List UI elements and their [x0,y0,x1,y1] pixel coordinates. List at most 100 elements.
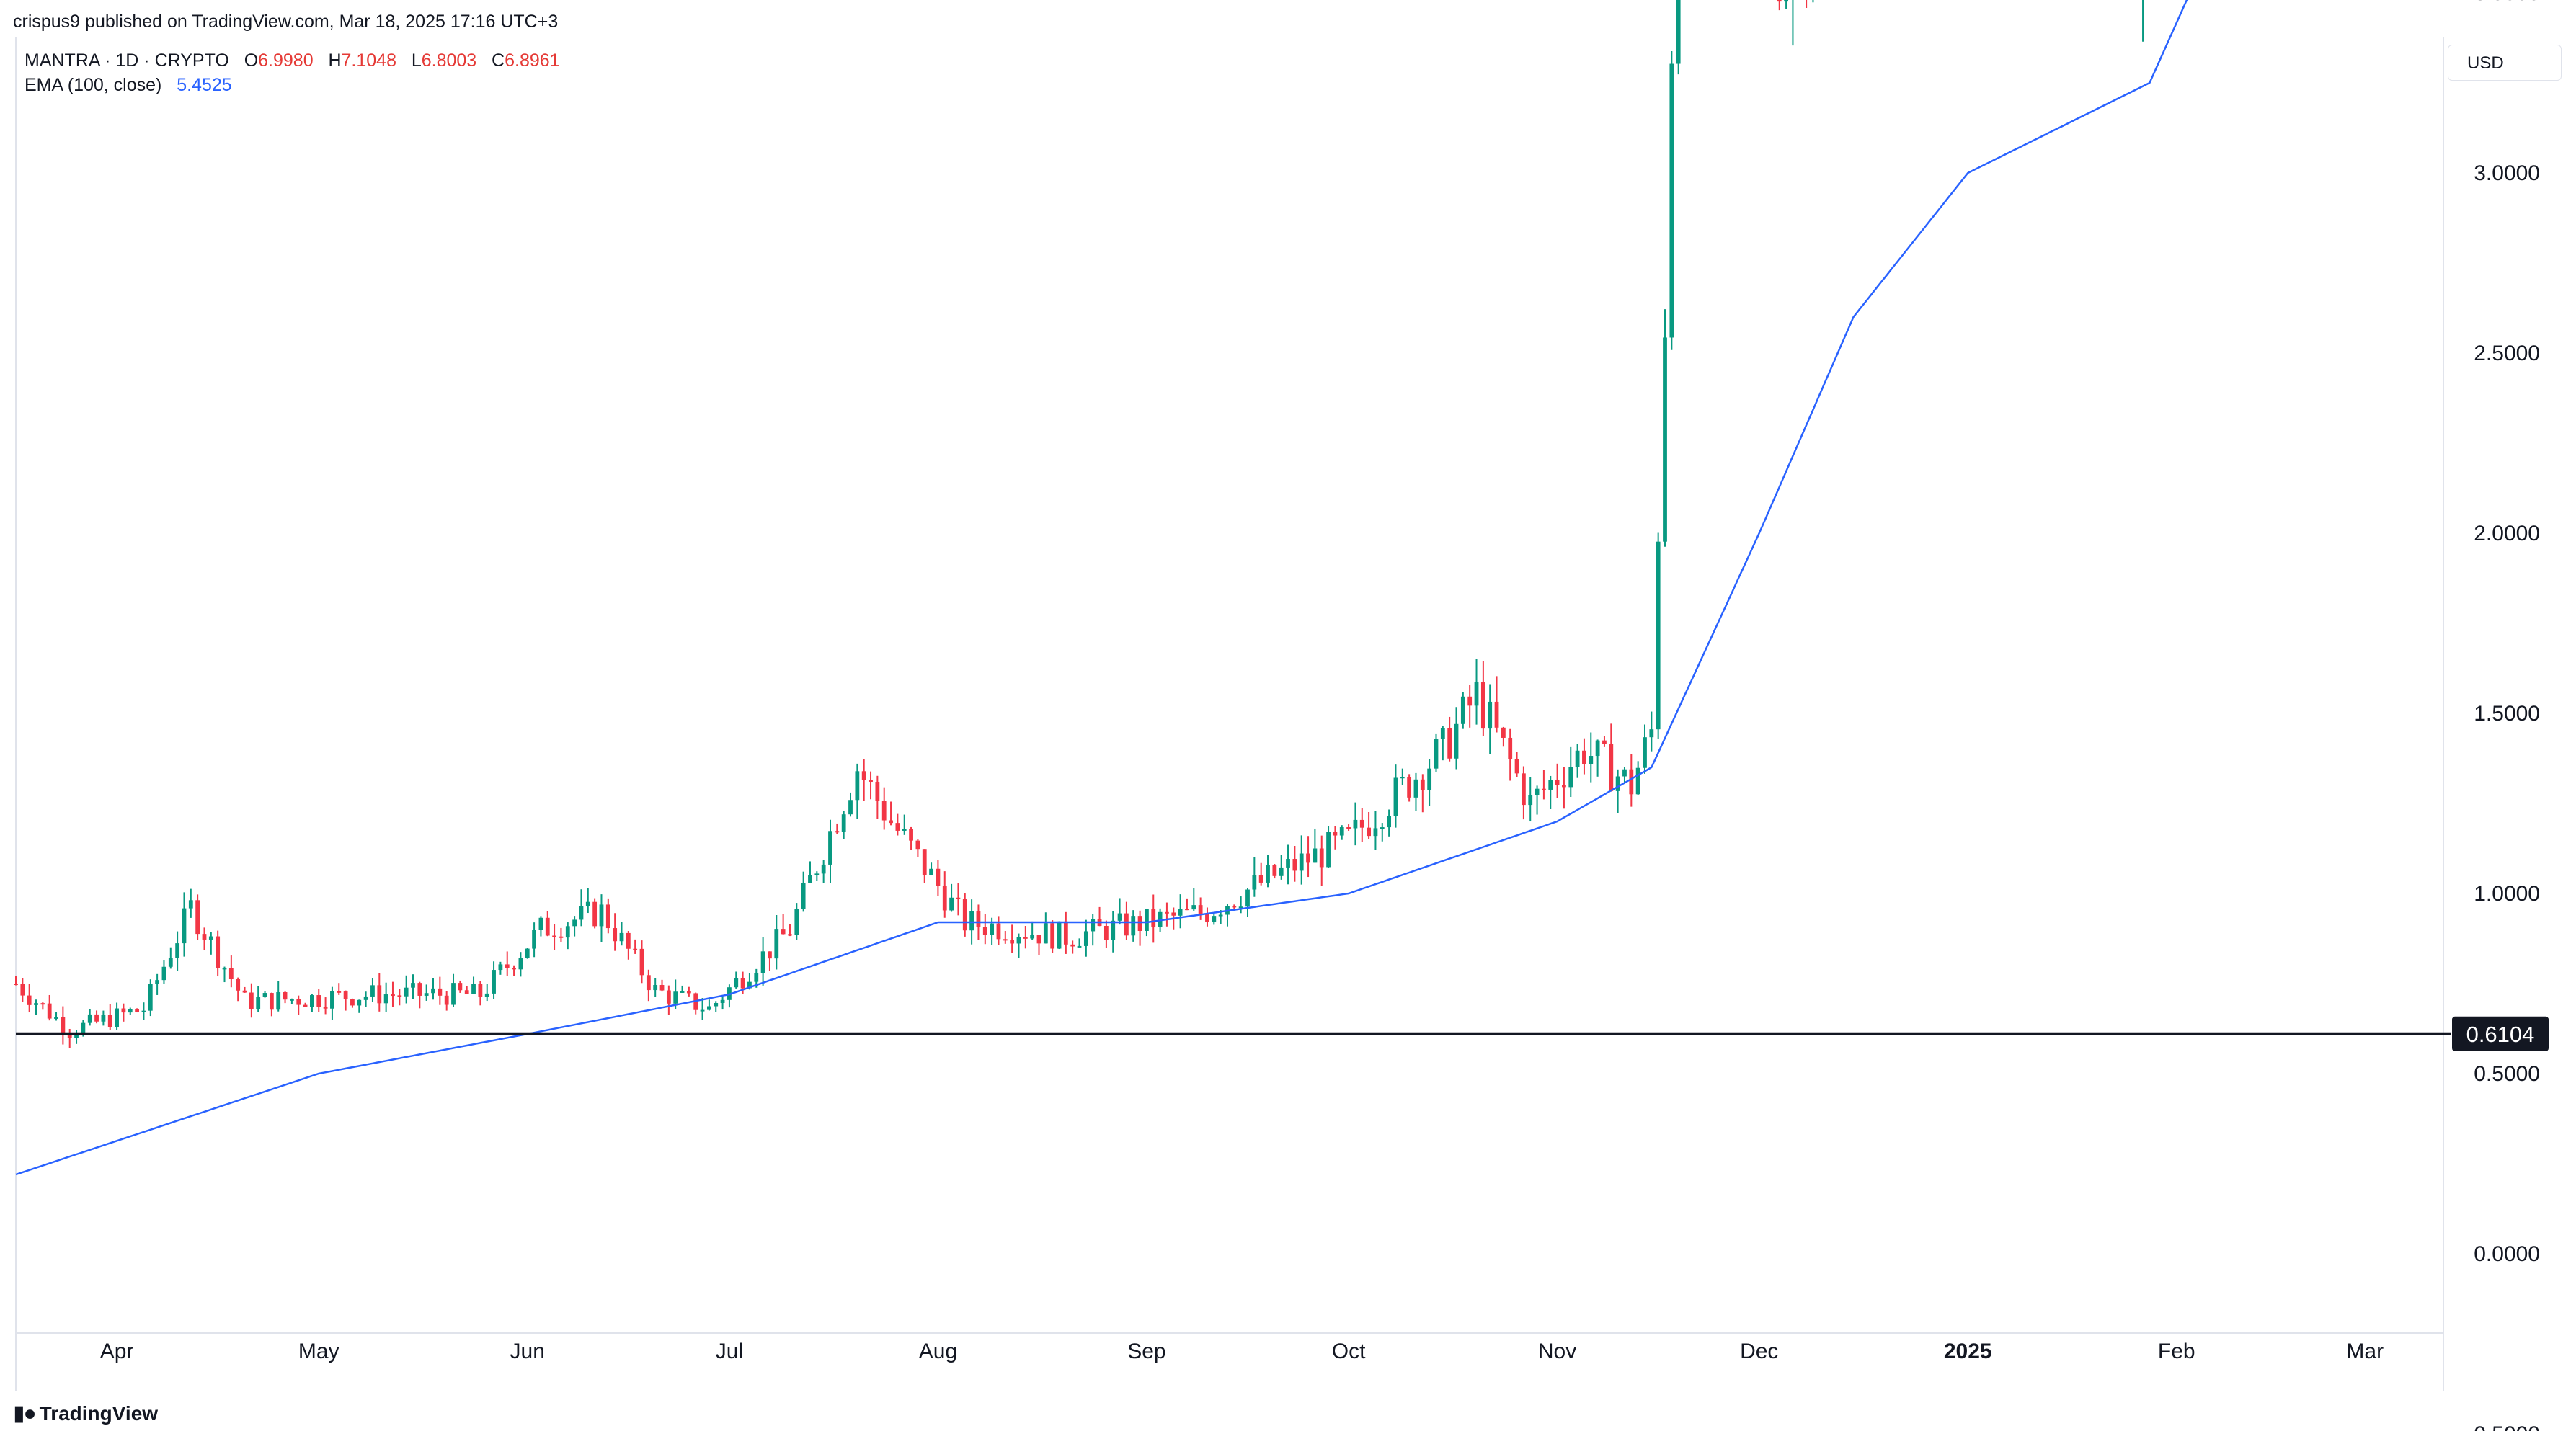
candle-down [512,965,516,976]
candle-up [801,871,806,912]
candle-up [101,1010,106,1026]
candle-down [875,775,880,819]
ema-legend[interactable]: EMA (100, close) 5.4525 [25,75,232,96]
candle-up [1427,759,1432,806]
candle-up [1460,692,1465,729]
candle-up [1643,724,1647,774]
candle-up [1663,309,1667,547]
candle-down [464,986,469,994]
price-tick-label: 1.0000 [2474,882,2540,906]
candle-up [1454,707,1459,770]
candle-down [835,823,840,834]
time-tick-label: Jul [716,1339,743,1363]
candle-down [269,992,274,1017]
candle-down [1582,738,1586,775]
candle-up [1440,726,1445,761]
candle-up [808,861,812,883]
candle-down [47,994,52,1021]
candle-down [1494,676,1499,733]
candle-down [1063,911,1068,954]
candle-up [1656,532,1661,739]
candle-down [1258,862,1263,886]
candle-down [397,989,402,1006]
candle-up [714,1001,719,1012]
candle-down [633,939,638,954]
candle-up [585,888,590,914]
candle-down [1629,754,1634,807]
currency-button[interactable]: USD [2448,45,2562,81]
candle-down [646,969,651,1002]
ema-label: EMA (100, close) [25,75,162,95]
candle-down [343,990,348,1011]
level-price-label: 0.6104 [2452,1016,2549,1051]
candle-down [323,997,328,1015]
candle-down [1514,752,1519,777]
candle-up [565,922,570,950]
candle-down [1542,770,1546,800]
candle-up [404,975,409,1004]
candle-down [1319,835,1324,886]
candle-up [168,947,173,969]
time-tick-label: Apr [100,1339,134,1363]
time-tick-label: May [298,1339,339,1363]
svg-text:0.6104: 0.6104 [2466,1022,2535,1047]
price-tick-label: 2.5000 [2474,342,2540,365]
candle-down [889,801,893,826]
candle-down [781,914,786,935]
candle-down [559,927,564,942]
candle-up [734,971,739,989]
candle-up [774,914,779,970]
candle-up [700,998,705,1020]
candle-down [962,893,967,937]
candle-down [1562,767,1566,809]
symbol-label[interactable]: MANTRA · 1D · CRYPTO [25,50,229,71]
candle-down [552,924,556,950]
candle-down [1346,824,1351,832]
candle-down [1306,836,1310,878]
candle-down [391,981,395,1007]
candles [14,0,2144,1048]
candle-up [161,960,166,984]
candle-up [538,916,543,937]
candle-up [383,982,388,1012]
candle-down [1292,846,1297,882]
candle-down [94,1010,99,1024]
candle-up [1635,761,1640,795]
candle-up [1191,888,1196,911]
candle-up [1528,777,1533,822]
candle-up [310,994,314,1012]
ohlc-legend: MANTRA · 1D · CRYPTO O6.9980 H7.1048 L6.… [25,50,560,71]
candle-down [592,898,598,929]
candle-up [498,961,503,975]
price-tick-label: 2.0000 [2474,522,2540,545]
candle-up [471,976,476,994]
candle-down [195,894,200,940]
time-tick-label: Nov [1538,1339,1576,1363]
candle-up [115,1002,119,1030]
candle-down [216,930,221,977]
candle-down [107,1004,112,1030]
candle-down [768,951,772,971]
candle-down [303,1002,308,1007]
candle-up [289,998,294,1004]
candle-up [619,922,624,946]
time-tick-label: Feb [2158,1339,2195,1363]
candle-down [337,983,342,995]
candle-up [572,916,577,937]
candle-down [14,976,18,986]
candle-down [1205,907,1209,927]
candle-up [1245,888,1250,917]
candle-down [659,979,665,992]
candle-down [861,759,866,801]
candle-up [1339,825,1344,840]
tradingview-brand[interactable]: ▮● TradingView [13,1401,158,1426]
candle-down [915,839,920,857]
candle-down [1555,763,1560,798]
candle-up [2142,0,2144,42]
candle-down [1333,826,1338,850]
candle-down [444,991,449,1011]
candle-up [1812,0,1814,3]
candle-up [680,985,685,993]
publish-info: crispus9 published on TradingView.com, M… [13,12,559,32]
